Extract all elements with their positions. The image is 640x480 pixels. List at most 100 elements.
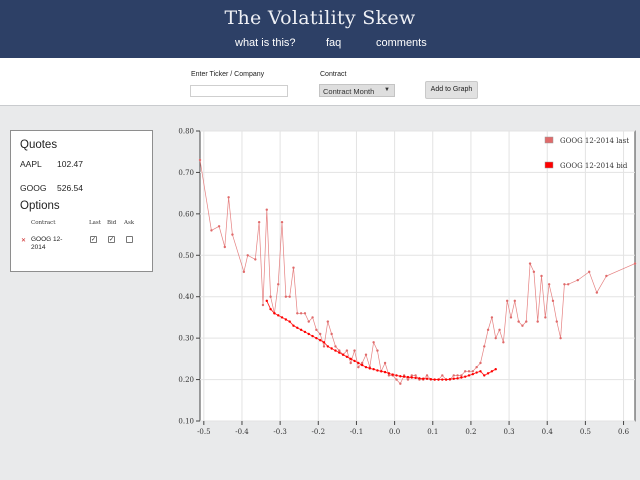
data-point [483,374,486,377]
data-point [544,316,547,319]
ticker-label: Enter Ticker / Company [191,71,265,78]
data-point [307,320,310,323]
data-point [471,372,475,376]
data-point [452,377,455,380]
data-point [315,328,318,332]
data-point [372,368,375,371]
col-contract: Contract [31,220,56,226]
data-point [242,270,246,274]
data-point [345,355,349,358]
data-point [490,370,494,373]
data-point [280,316,284,319]
contract-month-select[interactable]: Contract Month ▼ [319,84,395,97]
contract-label: Contract [320,71,347,78]
data-point [567,283,570,286]
data-point [311,316,314,319]
data-point [633,262,637,265]
data-point [353,349,356,352]
quote-symbol: GOOG [20,183,47,193]
data-point [452,374,455,377]
data-point [303,330,307,334]
bid-checkbox[interactable]: ✓ [108,236,115,243]
data-point [463,370,467,373]
data-point [198,158,202,162]
quotes-title: Quotes [20,139,58,151]
nav-comments[interactable]: comments [376,37,427,49]
data-point [479,370,482,373]
quote-row: AAPL 102.47 [20,159,83,169]
data-point [217,225,221,228]
data-point [353,359,356,363]
data-point [387,372,391,375]
data-point [525,320,528,323]
data-point [227,196,230,199]
data-point [303,312,307,315]
data-point [372,341,375,344]
ask-checkbox[interactable] [126,236,133,243]
data-point [380,370,383,373]
data-point [387,374,391,377]
nav-faq[interactable]: faq [326,37,342,49]
data-point [315,336,318,340]
data-point [425,374,429,377]
data-point [330,347,333,350]
site-header: The Volatility Skew what is this? faq co… [0,0,640,58]
data-point [467,370,471,373]
data-point [288,295,291,298]
search-toolbar [0,58,640,106]
data-point [448,377,452,381]
data-point [326,320,330,323]
data-point [406,378,410,381]
quote-price: 526.54 [57,183,83,193]
x-tick-label: -0.1 [350,428,364,436]
data-point [605,274,608,278]
data-point [563,283,566,286]
data-point [559,336,562,340]
data-point [307,332,310,336]
data-point [406,375,410,379]
y-tick-label: 0.60 [178,210,194,218]
data-point [273,312,276,315]
data-point [395,378,398,381]
legend-swatch [544,161,554,169]
x-tick-label: 0.3 [504,428,515,436]
y-tick-label: 0.10 [178,418,194,426]
data-point [532,270,536,274]
data-point [265,299,268,303]
data-point [441,374,444,377]
data-point [231,233,234,236]
data-point [391,373,394,376]
data-point [410,376,413,379]
data-point [277,283,280,286]
data-point [441,378,444,381]
legend-swatch [544,136,554,144]
data-point [540,274,543,278]
plot-area [199,130,636,422]
data-point [257,220,261,224]
last-checkbox[interactable]: ✓ [90,236,97,243]
y-tick-label: 0.50 [178,252,194,260]
data-point [460,376,463,379]
nav-what-is-this[interactable]: what is this? [235,37,296,49]
data-point [292,266,295,269]
data-point [338,351,341,354]
data-point [444,378,448,381]
data-point [292,324,295,327]
data-point [360,361,364,365]
data-point [261,303,265,307]
data-point [483,345,486,348]
option-contract: GOOG 12-2014 [31,236,63,251]
remove-icon[interactable]: ✕ [21,238,27,244]
x-tick-label: 0.5 [580,428,591,436]
x-tick-label: -0.2 [312,428,326,436]
data-point [210,229,213,232]
add-to-graph-button[interactable]: Add to Graph [425,81,478,99]
data-point [277,314,280,317]
data-point [399,382,402,385]
ticker-input[interactable] [190,85,288,97]
data-point [513,299,517,303]
data-point [576,278,579,282]
data-point [475,365,478,369]
series-line-last [199,159,636,385]
x-tick-label: 0.1 [427,428,438,436]
